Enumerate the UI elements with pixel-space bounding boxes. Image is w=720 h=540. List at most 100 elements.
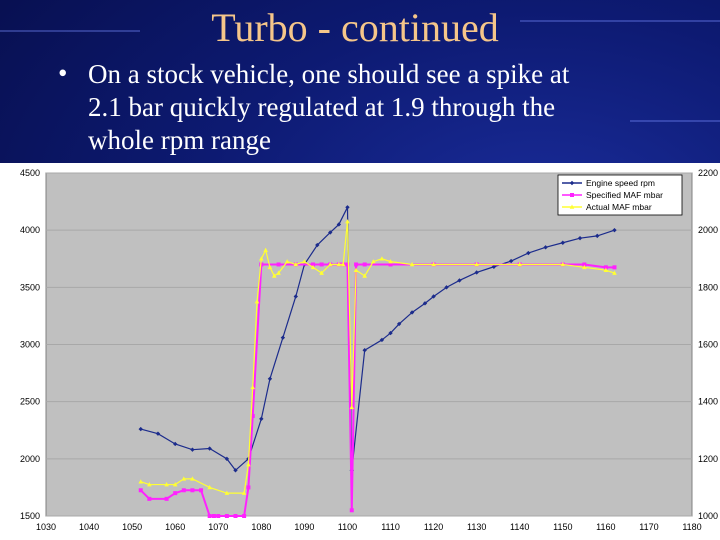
data-point — [345, 205, 350, 210]
y-right-tick-label: 2000 — [698, 225, 718, 235]
data-point — [379, 256, 385, 261]
data-point — [362, 273, 367, 278]
data-point — [224, 456, 230, 462]
data-point — [336, 222, 342, 227]
x-tick-label: 1130 — [467, 522, 486, 532]
data-point — [224, 514, 229, 518]
data-point — [349, 404, 355, 410]
data-point — [267, 376, 273, 381]
data-point — [138, 426, 143, 432]
data-point — [233, 514, 238, 518]
x-tick-label: 1150 — [553, 522, 572, 532]
data-point — [293, 294, 298, 299]
data-point — [250, 413, 255, 418]
x-tick-label: 1040 — [79, 522, 99, 532]
x-tick-label: 1110 — [381, 522, 400, 532]
data-point — [164, 482, 169, 487]
data-point — [362, 262, 367, 267]
data-point — [345, 219, 350, 224]
data-point — [233, 468, 238, 473]
y-right-tick-label: 1400 — [698, 397, 718, 407]
data-point — [155, 431, 161, 436]
chart-area: 1500 2000 2500 3000 3500 4000 4500 1000 1200 1400… — [0, 163, 720, 540]
data-point — [353, 267, 359, 272]
data-point — [246, 485, 251, 490]
data-point — [311, 262, 316, 267]
x-tick-label: 1070 — [208, 522, 228, 532]
data-point — [207, 484, 212, 490]
data-point — [173, 491, 178, 496]
data-point — [474, 261, 479, 267]
data-point — [560, 240, 565, 245]
x-tick-label: 1080 — [251, 522, 271, 532]
data-point — [246, 462, 251, 467]
bullet-text: On a stock vehicle, one should see a spi… — [88, 58, 688, 157]
legend-marker — [569, 204, 575, 209]
data-point — [259, 416, 264, 422]
data-point — [457, 278, 462, 283]
data-point — [582, 264, 587, 270]
data-point — [276, 262, 281, 267]
data-point — [164, 496, 169, 501]
background-streak — [0, 30, 140, 32]
y-left-tick-label: 2500 — [20, 397, 40, 407]
data-point — [526, 250, 531, 256]
data-point — [362, 348, 367, 353]
x-tick-label: 1140 — [510, 522, 529, 532]
data-point — [207, 514, 212, 518]
x-tick-label: 1170 — [639, 522, 658, 532]
data-point — [409, 261, 415, 267]
data-point — [595, 233, 600, 239]
data-point — [444, 285, 449, 290]
data-point — [181, 476, 187, 481]
data-point — [396, 321, 402, 327]
data-point — [271, 273, 277, 278]
x-tick-label: 1060 — [165, 522, 185, 532]
bullet-line-1: On a stock vehicle, one should see a spi… — [88, 59, 570, 89]
data-point — [388, 262, 393, 267]
data-point — [181, 488, 186, 493]
data-point — [474, 270, 479, 275]
data-point — [199, 488, 204, 493]
data-point — [280, 335, 286, 340]
data-point — [315, 242, 320, 248]
data-point — [371, 259, 376, 264]
series-line-1 — [140, 207, 615, 472]
data-point — [517, 261, 523, 267]
bullet-line-3: whole rpm range — [88, 125, 271, 155]
slide-title: Turbo - continued — [211, 5, 499, 50]
legend-label: Engine speed rpm — [586, 178, 655, 188]
y-left-tick-label: 4500 — [20, 168, 40, 178]
x-tick-label: 1120 — [424, 522, 443, 532]
y-right-tick-label: 2200 — [698, 168, 718, 178]
data-point — [328, 230, 333, 235]
data-point — [250, 384, 256, 390]
x-tick-label: 1090 — [294, 522, 314, 532]
data-point — [349, 508, 354, 513]
data-point — [345, 262, 350, 267]
legend-marker — [570, 193, 574, 197]
data-point — [431, 294, 436, 299]
data-point — [612, 270, 617, 275]
data-point — [254, 299, 260, 304]
data-point — [603, 267, 609, 272]
y-left-tick-label: 4000 — [20, 225, 40, 235]
y-right-tick-label: 1200 — [698, 454, 718, 464]
data-point — [310, 264, 316, 270]
data-point — [207, 446, 212, 451]
x-tick-label: 1180 — [682, 522, 701, 532]
data-point — [319, 262, 324, 267]
data-point — [560, 261, 566, 267]
line-chart: 1500 2000 2500 3000 3500 4000 4500 1000 1200 1400… — [20, 168, 718, 532]
y-right-tick-label: 1000 — [698, 511, 718, 521]
data-point — [302, 259, 307, 264]
data-point — [612, 227, 617, 233]
data-point — [224, 490, 230, 495]
data-point — [340, 261, 346, 267]
data-point — [491, 264, 497, 269]
y-left-tick-label: 1500 — [20, 511, 40, 521]
data-point — [241, 490, 247, 495]
data-point — [577, 235, 583, 241]
x-tick-label: 1100 — [338, 522, 357, 532]
legend-label: Actual MAF mbar — [586, 202, 652, 212]
